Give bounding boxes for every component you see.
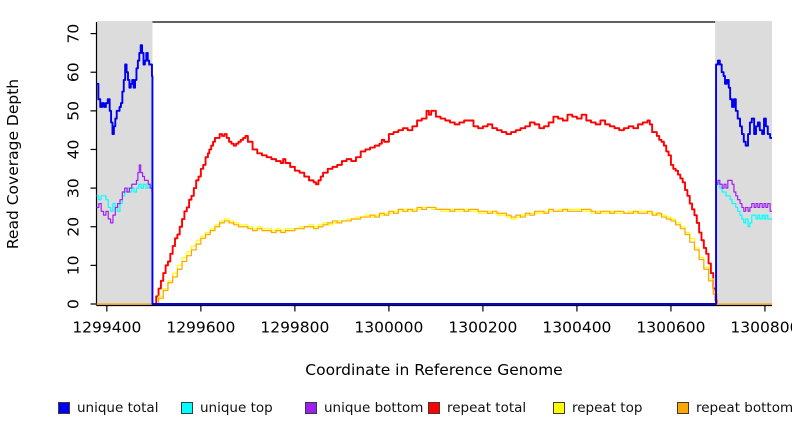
series-line-repeat-top <box>152 206 718 305</box>
legend-item-unique-top: unique top <box>181 399 273 417</box>
y-tick-label: 30 <box>65 178 83 198</box>
legend-item-repeat-bottom: repeat bottom <box>677 399 792 417</box>
legend-swatch-repeat-total <box>428 402 440 414</box>
y-tick-label: 20 <box>65 217 83 237</box>
legend-label: repeat bottom <box>696 400 792 416</box>
legend-item-repeat-total: repeat total <box>428 399 526 417</box>
x-tick-label: 1300400 <box>542 319 611 337</box>
legend-swatch-unique-total <box>58 402 70 414</box>
series-line-repeat-bottom <box>96 206 772 305</box>
legend-label: unique top <box>200 400 273 416</box>
y-tick-label: 0 <box>65 299 83 309</box>
y-axis-title: Read Coverage Depth <box>4 78 22 250</box>
series-line-repeat-total <box>152 109 718 305</box>
legend-item-repeat-top: repeat top <box>553 399 642 417</box>
y-tick-label: 10 <box>65 256 83 276</box>
y-tick-label: 50 <box>65 101 83 121</box>
x-axis-title: Coordinate in Reference Genome <box>305 361 563 379</box>
series-line-unique-top <box>96 179 772 305</box>
x-tick-label: 1299400 <box>72 319 141 337</box>
y-tick-label: 60 <box>65 62 83 82</box>
legend-label: unique bottom <box>324 400 424 416</box>
legend-swatch-repeat-top <box>553 402 565 414</box>
legend-swatch-unique-top <box>181 402 193 414</box>
y-tick-label: 70 <box>65 24 83 44</box>
legend-label: unique total <box>77 400 159 416</box>
series-line-unique-total <box>96 44 772 305</box>
y-tick-label: 40 <box>65 140 83 160</box>
x-tick-label: 1300000 <box>354 319 423 337</box>
legend-label: repeat total <box>447 400 527 416</box>
series-line-unique-bottom <box>96 164 772 305</box>
x-tick-label: 1299800 <box>260 319 329 337</box>
legend: unique total unique top unique bottom re… <box>0 399 792 419</box>
x-tick-label: 1300200 <box>448 319 517 337</box>
x-tick-label: 1300600 <box>636 319 705 337</box>
legend-item-unique-bottom: unique bottom <box>305 399 423 417</box>
legend-label: repeat top <box>572 400 643 416</box>
legend-swatch-unique-bottom <box>305 402 317 414</box>
shaded-region-1 <box>715 21 772 305</box>
legend-item-unique-total: unique total <box>58 399 158 417</box>
legend-swatch-repeat-bottom <box>677 402 689 414</box>
x-tick-label: 1299600 <box>166 319 235 337</box>
